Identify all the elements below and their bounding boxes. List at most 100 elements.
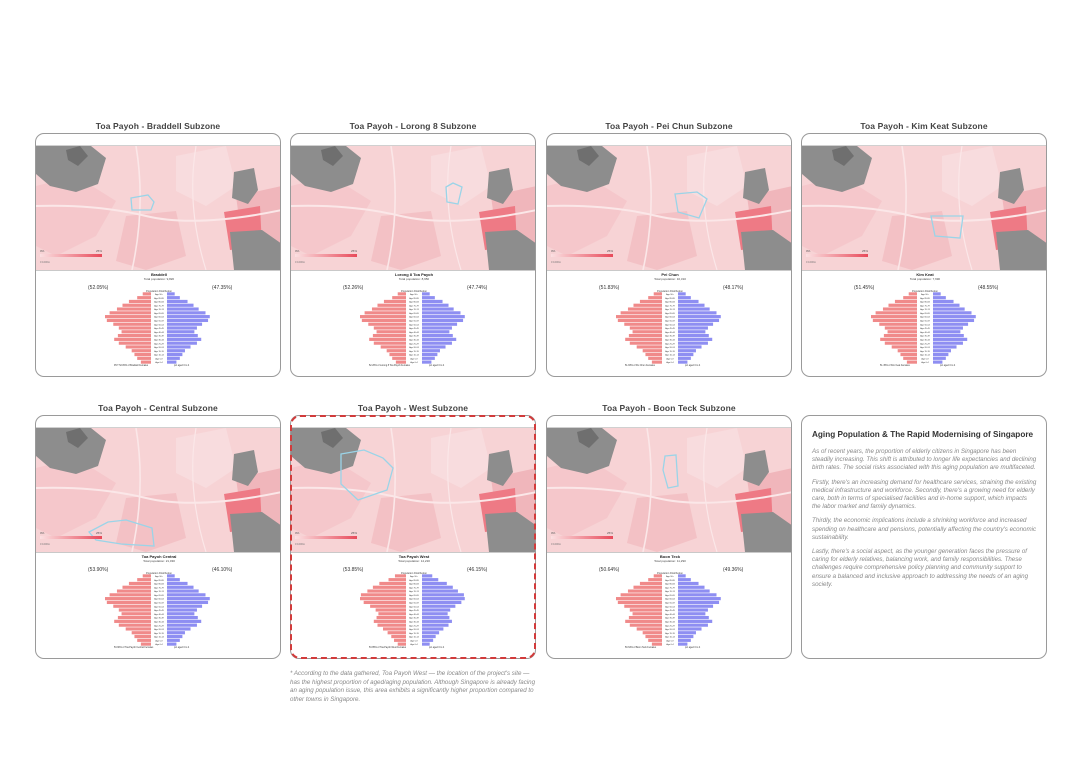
total-population: Total population: 8,950 <box>398 277 430 281</box>
male-bar <box>678 292 686 296</box>
total-population: Total population: 9,820 <box>143 277 175 281</box>
legend-low-label: 0% <box>40 249 45 253</box>
female-bar <box>105 315 151 319</box>
total-population: Total population: 7,690 <box>909 277 941 281</box>
male-bar <box>678 326 708 330</box>
age-label: Age 80-84 <box>409 583 419 586</box>
male-bar <box>167 303 194 307</box>
female-percentage: (51.45%) <box>854 285 875 291</box>
age-label: Age 20-24 <box>665 628 675 631</box>
age-label: Age 55-59 <box>409 602 419 605</box>
male-bar <box>678 299 699 304</box>
male-bar <box>422 303 449 307</box>
female-bar <box>131 349 151 353</box>
age-label: Age 30-34 <box>409 338 419 341</box>
scale-label: 0 1000m <box>551 542 561 546</box>
female-bar <box>639 581 662 586</box>
female-bar <box>633 585 662 589</box>
female-bar <box>629 623 662 627</box>
male-bar <box>422 345 446 349</box>
age-label: Age 65-69 <box>154 312 164 315</box>
female-bar <box>639 299 662 304</box>
age-label: Age 40-44 <box>920 331 930 334</box>
female-percentage: (51.83%) <box>599 285 620 291</box>
female-bar <box>140 642 151 646</box>
male-bar <box>422 638 434 642</box>
subzone-card: 0% 25% 0 1000m Boon Teck Total population: 1… <box>546 415 792 659</box>
age-label: Age 75-79 <box>665 586 675 589</box>
female-bar <box>114 619 151 623</box>
female-bar <box>642 349 662 353</box>
female-bar <box>109 593 151 597</box>
distribution-label: Population Distribution <box>657 572 683 575</box>
age-label: Age 35-39 <box>409 617 419 620</box>
subzone-card: 0% 25% 0 1000m Kim Keat Total population: 7,… <box>801 133 1047 377</box>
age-label: Age 40-44 <box>154 331 164 334</box>
female-bar <box>137 296 151 300</box>
total-population: Total population: 10,310 <box>654 277 686 281</box>
female-bar <box>629 326 662 330</box>
age-label: Age 80-84 <box>665 583 675 586</box>
subzone-map: 0% 25% 0 1000m <box>547 145 791 271</box>
male-bar <box>422 642 430 646</box>
male-bar <box>933 356 946 360</box>
age-label: Age 90+ <box>410 293 419 296</box>
age-label: Age 15-19 <box>409 350 419 353</box>
age-label: Age 80-84 <box>409 301 419 304</box>
male-bar <box>167 326 197 330</box>
subzone-place-name: Boon Teck <box>659 554 681 559</box>
female-footnote: 51.45% of Kim Keat Females <box>880 365 910 367</box>
female-bar <box>648 296 662 300</box>
subzone-place-name: Lorong 8 Toa Payoh <box>394 272 434 277</box>
male-bar <box>167 615 198 620</box>
legend-high-label: 25% <box>862 249 868 253</box>
population-stats: Toa Payoh Central Total population: 21,03… <box>36 552 280 658</box>
female-bar <box>368 322 406 326</box>
legend-low-label: 0% <box>40 531 45 535</box>
male-bar <box>167 600 209 605</box>
male-bar <box>933 337 968 341</box>
age-label: Age 50-54 <box>154 605 164 608</box>
female-bar <box>648 638 662 642</box>
age-label: Age 15-19 <box>154 350 164 353</box>
male-bar <box>167 337 202 341</box>
male-bar <box>422 604 456 608</box>
male-bar <box>678 615 709 620</box>
legend-low-label: 0% <box>295 249 300 253</box>
male-bar <box>933 352 949 357</box>
population-stats: Braddell Total population: 9,820 (52.05%) (… <box>36 270 280 376</box>
female-bar <box>121 330 151 334</box>
age-label: Age 30-34 <box>665 620 675 623</box>
female-bar <box>627 589 662 593</box>
age-label: Age 75-79 <box>665 304 675 307</box>
subzone-place-name: Pei Chun <box>661 272 679 277</box>
distribution-label: Population Distribution <box>657 290 683 293</box>
age-label: Age 30-34 <box>920 338 930 341</box>
distribution-label: Population Distribution <box>146 290 172 293</box>
male-bar <box>167 597 210 601</box>
legend-low-label: 0% <box>295 531 300 535</box>
female-bar <box>616 597 662 601</box>
male-bar <box>422 296 435 300</box>
female-footnote: 52.26% of Lorong 8 Toa Payoh Females <box>369 365 410 367</box>
male-bar <box>167 333 198 338</box>
female-bar <box>386 349 406 353</box>
female-bar <box>627 307 662 311</box>
age-label: Age 15-19 <box>665 632 675 635</box>
age-label: Age 10-14 <box>409 354 419 357</box>
age-label: Age 10-14 <box>665 354 675 357</box>
age-label: Age 0-4 <box>155 643 163 646</box>
age-label: Age 10-14 <box>920 354 930 357</box>
male-bar <box>167 623 197 627</box>
male-bar <box>678 638 691 642</box>
male-bar <box>678 352 694 357</box>
legend-high-label: 25% <box>607 249 613 253</box>
age-label: Age 45-49 <box>409 327 419 330</box>
age-label: Age 35-39 <box>665 617 675 620</box>
legend-high-label: 25% <box>351 531 357 535</box>
female-bar <box>908 292 917 296</box>
male-bar <box>933 360 943 364</box>
male-bar <box>678 597 721 601</box>
